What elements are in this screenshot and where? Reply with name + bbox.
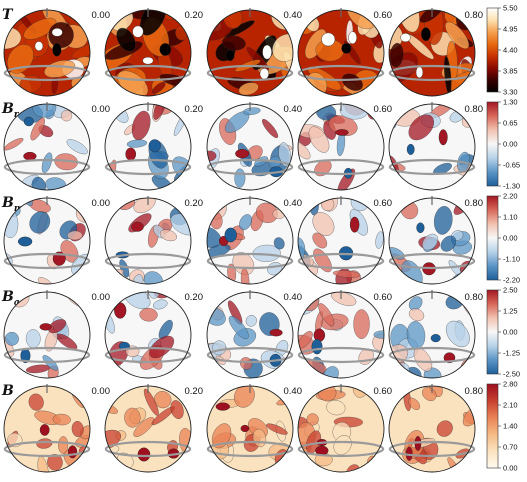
- colorbar-tick-label: 1.25: [503, 307, 518, 316]
- colorbar: 2.80 2.10 1.40 0.70 0.00: [486, 380, 518, 473]
- sphere-panel: [297, 384, 385, 473]
- sphere-panel: [206, 102, 294, 191]
- colorbar: 2.20 1.10 0.00 -1.10 -2.20: [486, 192, 520, 285]
- time-label: 0.00: [92, 198, 111, 209]
- colorbar-tick-label: 0.70: [503, 443, 518, 452]
- time-label: 0.20: [185, 10, 204, 21]
- row-ba: Ba 0.00 0.20 0.40 0.60 0.80: [1, 289, 484, 379]
- sphere-panel: [388, 290, 476, 379]
- time-label: 0.20: [185, 104, 204, 115]
- sphere-panel: [3, 8, 91, 97]
- time-label: 0.00: [92, 10, 111, 21]
- time-label: 0.80: [465, 10, 484, 21]
- row-label: T: [2, 7, 14, 23]
- time-label: 0.40: [284, 198, 303, 209]
- sphere-panel: [3, 384, 91, 473]
- colorbar-tick-label: 1.30: [503, 98, 518, 107]
- colorbar-tick-label: -2.50: [503, 370, 520, 379]
- time-label: 0.00: [92, 386, 111, 397]
- time-label: 0.20: [185, 292, 204, 303]
- colorbar-tick-label: 3.30: [503, 88, 518, 97]
- colorbar-tick-label: 2.50: [503, 286, 518, 295]
- time-label: 0.80: [465, 198, 484, 209]
- colorbar: 2.50 1.25 0.00 -1.25 -2.50: [486, 286, 520, 379]
- colorbar-tick-label: -1.10: [503, 255, 520, 264]
- sphere-panel: [104, 8, 192, 97]
- time-label: 0.60: [374, 104, 393, 115]
- colorbar-tick-label: 1.10: [503, 213, 518, 222]
- sphere-panel: [104, 290, 192, 379]
- time-label: 0.40: [284, 386, 303, 397]
- sphere-panel: [206, 196, 294, 285]
- sphere-panel: [3, 102, 91, 191]
- colorbar-tick-label: -1.25: [503, 349, 520, 358]
- sphere-panel: [206, 290, 294, 379]
- colorbar-tick-label: -2.20: [503, 276, 520, 285]
- time-label: 0.80: [465, 386, 484, 397]
- colorbar-tick-label: 0.65: [503, 119, 518, 128]
- row-t: T 0.00 0.20 0.40 0.60 0.80: [2, 7, 484, 97]
- colorbar-tick-label: 5.50: [503, 4, 518, 13]
- time-label: 0.80: [465, 104, 484, 115]
- colorbar-tick-label: 0.00: [503, 234, 518, 243]
- colorbar-tick-label: 0.00: [503, 328, 518, 337]
- colorbar-tick-label: -0.65: [503, 161, 520, 170]
- sphere-panel: [297, 102, 385, 191]
- row-br: Br 0.00 0.20 0.40 0.60 0.80: [1, 101, 484, 191]
- row-label: Ba: [1, 289, 20, 308]
- row-b: B 0.00 0.20 0.40 0.60 0.80: [1, 383, 484, 473]
- row-bm: Bm0.000.200.400.600.80: [1, 195, 484, 285]
- time-label: 0.60: [374, 198, 393, 209]
- colorbar-tick-label: 3.85: [503, 67, 518, 76]
- colorbar-tick-label: 0.00: [503, 464, 518, 473]
- time-label: 0.60: [374, 386, 393, 397]
- colorbar: 1.30 0.65 0.00 -0.65 -1.30: [486, 98, 520, 191]
- colorbar-tick-label: 2.80: [503, 380, 518, 389]
- time-label: 0.80: [465, 292, 484, 303]
- time-label: 0.00: [92, 104, 111, 115]
- time-label: 0.00: [92, 292, 111, 303]
- sphere-panel: [206, 384, 294, 473]
- row-label: Br: [1, 101, 20, 120]
- colorbar-tick-label: 1.40: [503, 422, 518, 431]
- time-label: 0.60: [374, 292, 393, 303]
- sphere-panel: [104, 384, 192, 473]
- time-label: 0.60: [374, 10, 393, 21]
- time-label: 0.40: [284, 292, 303, 303]
- time-label: 0.40: [284, 104, 303, 115]
- row-label: B: [1, 383, 14, 399]
- colorbar: 5.50 4.95 4.40 3.85 3.30: [486, 4, 518, 97]
- colorbar-tick-label: 2.10: [503, 401, 518, 410]
- sphere-panel: [388, 8, 476, 97]
- colorbar-tick-label: 4.95: [503, 25, 518, 34]
- time-label: 0.20: [185, 386, 204, 397]
- colorbar-tick-label: 2.20: [503, 192, 518, 201]
- sphere-panel: [388, 384, 476, 473]
- colorbar-tick-label: 0.00: [503, 140, 518, 149]
- colorbar-tick-label: -1.30: [503, 182, 520, 191]
- colorbar-tick-label: 4.40: [503, 46, 518, 55]
- time-label: 0.20: [185, 198, 204, 209]
- time-label: 0.40: [284, 10, 303, 21]
